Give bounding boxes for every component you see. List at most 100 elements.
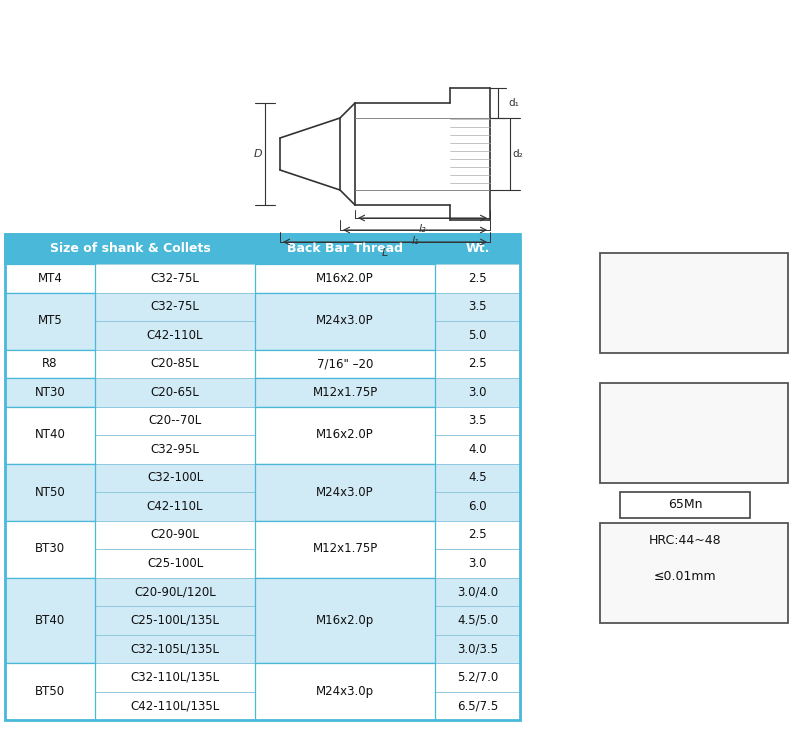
Text: Back Bar Thread: Back Bar Thread (287, 243, 403, 255)
Bar (5, 578, 95, 663)
Bar (255, 407, 435, 463)
Text: C20--70L: C20--70L (148, 414, 202, 427)
Bar (435, 350, 520, 378)
Text: C42-110L: C42-110L (146, 500, 203, 513)
Bar (5, 292, 95, 350)
Text: ≤0.01mm: ≤0.01mm (654, 570, 716, 584)
Text: R8: R8 (42, 357, 58, 370)
Text: Wt.: Wt. (466, 243, 490, 255)
Bar (255, 350, 435, 378)
Text: C32-95L: C32-95L (150, 443, 199, 456)
Bar (435, 635, 520, 663)
Text: 4.0: 4.0 (468, 443, 487, 456)
Bar (5, 234, 255, 264)
Text: BT30: BT30 (35, 542, 65, 556)
Bar (5, 435, 520, 463)
Text: C25-100L/135L: C25-100L/135L (130, 614, 219, 627)
Bar (600, 383, 788, 483)
Bar (95, 692, 255, 720)
Text: NT30: NT30 (34, 386, 66, 399)
Text: 4.5: 4.5 (468, 472, 487, 484)
Text: C32-105L/135L: C32-105L/135L (130, 642, 219, 655)
Text: Size of shank & Collets: Size of shank & Collets (50, 243, 210, 255)
Bar (5, 463, 95, 520)
Text: C20-90L/120L: C20-90L/120L (134, 585, 216, 599)
Bar (255, 663, 435, 720)
Bar (5, 321, 520, 350)
Text: 65Mn: 65Mn (668, 498, 702, 511)
Text: HRC:44~48: HRC:44~48 (649, 534, 722, 548)
Bar (95, 292, 255, 321)
Text: 3.0/4.0: 3.0/4.0 (457, 585, 498, 599)
Bar (435, 463, 520, 492)
Text: BT40: BT40 (35, 614, 65, 627)
Bar (5, 606, 520, 635)
Text: 2.5: 2.5 (468, 272, 487, 285)
Text: l₂: l₂ (418, 224, 426, 234)
Text: NT40: NT40 (34, 429, 66, 441)
Text: M12x1.75P: M12x1.75P (312, 386, 378, 399)
Text: C25-100L: C25-100L (147, 556, 203, 570)
Bar (95, 520, 255, 549)
Bar (5, 378, 95, 407)
Bar (600, 253, 788, 353)
Bar (5, 663, 520, 692)
Text: MT4: MT4 (38, 272, 62, 285)
Bar (435, 264, 520, 292)
Bar (435, 492, 520, 520)
Text: 5.0: 5.0 (468, 328, 486, 342)
Bar (5, 407, 95, 463)
Bar (95, 635, 255, 663)
Text: BT50: BT50 (35, 685, 65, 698)
Bar (435, 435, 520, 463)
Bar (255, 378, 435, 407)
Bar (435, 520, 520, 549)
Text: d₂: d₂ (512, 149, 522, 159)
Bar (435, 663, 520, 692)
Text: NT50: NT50 (34, 486, 66, 498)
Text: 2.5: 2.5 (468, 357, 487, 370)
Text: C42-110L: C42-110L (146, 328, 203, 342)
Bar (95, 463, 255, 492)
Bar (600, 523, 788, 623)
Bar (255, 264, 435, 292)
Bar (5, 663, 95, 720)
Text: C20-90L: C20-90L (150, 528, 199, 541)
Bar (435, 578, 520, 606)
Bar (5, 234, 520, 720)
Bar (95, 321, 255, 350)
Bar (255, 292, 435, 350)
Text: 2.5: 2.5 (468, 528, 487, 541)
Bar (5, 549, 520, 578)
Bar (95, 350, 255, 378)
Bar (435, 549, 520, 578)
Text: 7/16" –20: 7/16" –20 (317, 357, 373, 370)
Bar (5, 492, 520, 520)
Text: 3.5: 3.5 (468, 414, 486, 427)
Bar (5, 350, 95, 378)
Text: C32-100L: C32-100L (147, 472, 203, 484)
Bar (5, 264, 95, 292)
Bar (620, 528, 750, 554)
Text: 3.5: 3.5 (468, 300, 486, 313)
Bar (435, 234, 520, 264)
Text: C32-75L: C32-75L (150, 300, 199, 313)
Bar (95, 492, 255, 520)
Bar (5, 520, 520, 549)
Text: M12x1.75P: M12x1.75P (312, 542, 378, 556)
Text: 6.0: 6.0 (468, 500, 487, 513)
Text: M16x2.0P: M16x2.0P (316, 272, 374, 285)
Bar (5, 578, 520, 606)
Bar (95, 378, 255, 407)
Bar (435, 321, 520, 350)
Bar (95, 549, 255, 578)
Bar (5, 350, 520, 378)
Bar (255, 463, 435, 520)
Bar (5, 692, 520, 720)
Text: MT5: MT5 (38, 314, 62, 328)
Text: M24x3.0P: M24x3.0P (316, 314, 374, 328)
Bar (95, 578, 255, 606)
Text: 4.5/5.0: 4.5/5.0 (457, 614, 498, 627)
Text: D: D (254, 149, 262, 159)
Bar (95, 435, 255, 463)
